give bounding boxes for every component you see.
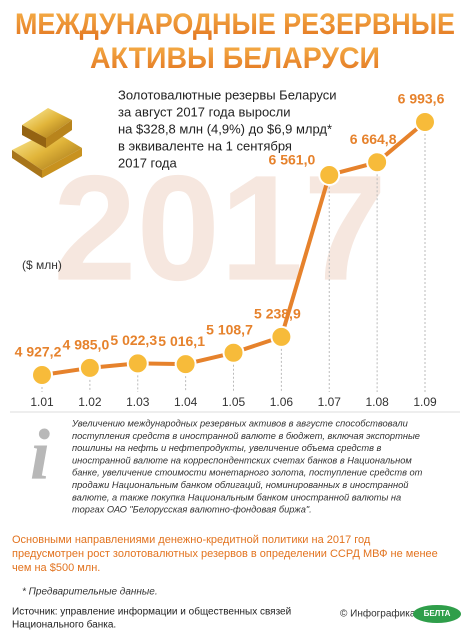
text-line: Основными направлениями денежно-кредитно… — [12, 534, 371, 546]
text-line: продажи Национальным банком облигаций, н… — [72, 480, 408, 490]
text-line: в эквиваленте на 1 сентября — [118, 138, 292, 153]
title: МЕЖДУНАРОДНЫЕ РЕЗЕРВНЫЕ — [15, 8, 455, 41]
chart: 2017($ млн)1.01 1.02 1.03 1.04 1.05 1.06 1.07 1… — [15, 91, 445, 409]
text-line: валюте, а также покупка Национальным бан… — [72, 492, 401, 502]
value-label: 4 985,0 — [63, 337, 110, 353]
x-tick-label: 1.02 — [78, 395, 102, 409]
text-line: Национального банка. — [12, 619, 116, 631]
x-tick-label: 1.08 — [365, 395, 389, 409]
logo-badge — [413, 605, 461, 623]
value-label: 5 238,9 — [254, 306, 301, 322]
text-line: пошлины на нефть и нефтепродукты, увелич… — [72, 443, 381, 453]
intro-text: Золотовалютные резервы Беларуси за август… — [118, 87, 337, 170]
text-line: банке, увеличение стоимости монетарного … — [72, 468, 423, 478]
point — [174, 353, 197, 376]
source-text: Источник: управление информации и общест… — [12, 606, 291, 631]
value-label: 5 022,3 — [110, 332, 157, 348]
footnote: * Предварительные данные. — [22, 587, 158, 598]
point — [222, 341, 245, 364]
x-tick-label: 1.01 — [30, 395, 54, 409]
text-line: поступления средств в иностранной валюте… — [72, 431, 420, 441]
gold-bars-icon — [12, 108, 82, 178]
text-line: 2017 года — [118, 155, 178, 170]
note-text: Основными направлениями денежно-кредитно… — [12, 534, 438, 574]
x-tick-label: 1.04 — [174, 395, 198, 409]
info-icon: i — [30, 415, 50, 495]
value-label: 5 108,7 — [206, 321, 253, 337]
x-tick-label: 1.09 — [413, 395, 437, 409]
logo: БЕЛТА — [424, 609, 451, 618]
x-tick-label: 1.06 — [270, 395, 294, 409]
info-text: Увеличению международных резервных актив… — [71, 418, 423, 514]
title: АКТИВЫ БЕЛАРУСИ — [90, 42, 380, 75]
x-tick-label: 1.05 — [222, 395, 246, 409]
point — [414, 111, 436, 133]
point — [318, 163, 341, 186]
credit: © Инфографика — [340, 608, 416, 620]
unit-label: ($ млн) — [22, 258, 62, 272]
value-label: 5 016,1 — [158, 333, 205, 349]
text-line: Источник: управление информации и общест… — [12, 606, 291, 618]
point — [126, 352, 149, 375]
text-line: торгах ОАО "Белорусская валютно-фондовая… — [72, 505, 312, 515]
text-line: Увеличению международных резервных актив… — [71, 418, 408, 428]
value-label: 6 993,6 — [398, 91, 445, 107]
text-line: иностранной валюте на корреспондентских … — [72, 455, 412, 465]
point — [270, 325, 293, 348]
point — [31, 364, 53, 386]
text-line: чем на $500 млн. — [12, 562, 100, 574]
value-label: 6 561,0 — [269, 152, 316, 168]
text-line: за август 2017 года выросли — [118, 104, 291, 119]
point — [366, 151, 389, 174]
value-label: 6 664,8 — [350, 131, 397, 147]
text-line: Золотовалютные резервы Беларуси — [118, 87, 337, 102]
text-line: на $328,8 млн (4,9%) до $6,9 млрд* — [118, 121, 332, 136]
x-tick-label: 1.07 — [318, 395, 342, 409]
point — [78, 356, 101, 379]
x-tick-label: 1.03 — [126, 395, 150, 409]
text-line: предусмотрен рост золотовалютных резерво… — [12, 548, 438, 560]
value-label: 4 927,2 — [15, 344, 62, 360]
